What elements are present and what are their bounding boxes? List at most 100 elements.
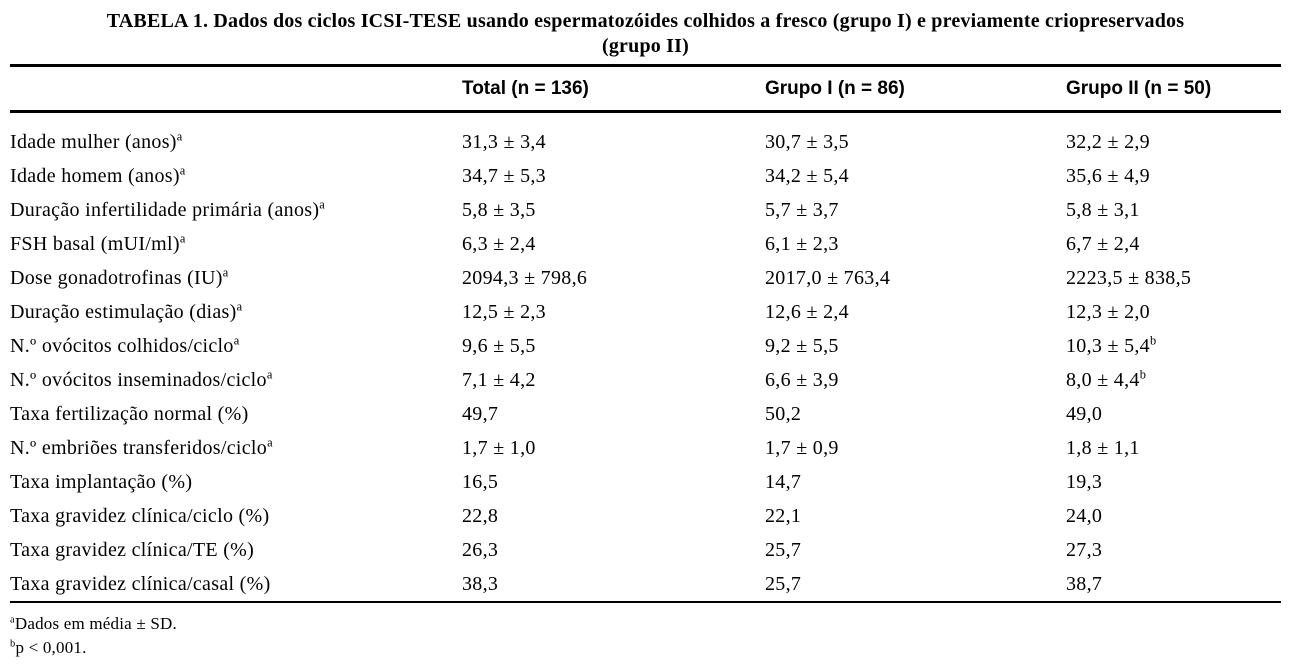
table-row: Idade homem (anos)a 34,7 ± 5,3 34,2 ± 5,4 3… [10, 159, 1281, 193]
footnotes: aDados em média ± SD. bp < 0,001. [10, 612, 1291, 660]
cell-grupo2: 49,0 [1066, 397, 1281, 431]
cell-grupo1: 9,2 ± 5,5 [765, 329, 1066, 363]
cell-grupo2-text: 19,3 [1066, 470, 1103, 493]
row-label: Taxa gravidez clínica/casal (%) [10, 567, 462, 602]
table-row: Taxa gravidez clínica/casal (%) 38,3 25,7 3… [10, 567, 1281, 602]
row-label-text: Idade homem (anos) [10, 164, 180, 187]
cell-grupo1: 34,2 ± 5,4 [765, 159, 1066, 193]
cell-grupo2-text: 32,2 ± 2,9 [1066, 130, 1150, 153]
row-label-text: Idade mulher (anos) [10, 130, 177, 153]
cell-grupo1-text: 6,1 ± 2,3 [765, 232, 839, 255]
cell-grupo1: 14,7 [765, 465, 1066, 499]
title-line-2: (grupo II) [601, 35, 689, 57]
row-label-sup: a [176, 128, 183, 143]
cell-total: 31,3 ± 3,4 [462, 112, 765, 160]
cell-grupo2-sup: b [1149, 332, 1157, 347]
cell-grupo1-text: 5,7 ± 3,7 [765, 198, 839, 221]
cell-grupo1: 6,1 ± 2,3 [765, 227, 1066, 261]
cell-total-text: 7,1 ± 4,2 [462, 368, 536, 391]
header-empty [10, 66, 462, 112]
cell-total-text: 6,3 ± 2,4 [462, 232, 536, 255]
cell-grupo2-text: 27,3 [1066, 538, 1103, 561]
row-label-sup: a [267, 434, 273, 449]
cell-total: 12,5 ± 2,3 [462, 295, 765, 329]
cell-total-text: 38,3 [462, 572, 499, 595]
cell-total: 16,5 [462, 465, 765, 499]
cell-grupo1-text: 50,2 [765, 402, 802, 425]
row-label-text: FSH basal (mUI/ml) [10, 232, 180, 255]
title-line-1: TABELA 1. Dados dos ciclos ICSI-TESE usa… [106, 10, 1185, 32]
table-row: Taxa gravidez clínica/ciclo (%) 22,8 22,1 2… [10, 499, 1281, 533]
row-label: Idade homem (anos)a [10, 159, 462, 193]
cell-grupo2: 12,3 ± 2,0 [1066, 295, 1281, 329]
cell-grupo1: 30,7 ± 3,5 [765, 112, 1066, 160]
cell-grupo1-text: 22,1 [765, 504, 802, 527]
cell-total-text: 34,7 ± 5,3 [462, 164, 546, 187]
cell-total-text: 49,7 [462, 402, 499, 425]
cell-grupo1: 50,2 [765, 397, 1066, 431]
cell-total-text: 16,5 [462, 470, 499, 493]
cell-grupo2-text: 38,7 [1066, 572, 1103, 595]
row-label: Taxa implantação (%) [10, 465, 462, 499]
row-label: Duração infertilidade primária (anos)a [10, 193, 462, 227]
cell-grupo1: 25,7 [765, 533, 1066, 567]
row-label-text: Taxa gravidez clínica/ciclo (%) [10, 504, 270, 527]
cell-total-text: 1,7 ± 1,0 [462, 436, 536, 459]
cell-total: 49,7 [462, 397, 765, 431]
cell-grupo1-text: 2017,0 ± 763,4 [765, 266, 891, 289]
cell-total: 6,3 ± 2,4 [462, 227, 765, 261]
row-label-text: N.º ovócitos inseminados/ciclo [10, 368, 267, 391]
row-label-sup: a [233, 332, 240, 347]
header-row: Total (n = 136) Grupo I (n = 86) Grupo I… [10, 66, 1281, 112]
cell-total: 2094,3 ± 798,6 [462, 261, 765, 295]
cell-grupo1-text: 12,6 ± 2,4 [765, 300, 849, 323]
footnote-b-marker: b [10, 638, 16, 650]
cell-grupo1-text: 25,7 [765, 572, 802, 595]
cell-grupo2-text: 1,8 ± 1,1 [1066, 436, 1140, 459]
footnote-b: bp < 0,001. [10, 636, 1291, 660]
cell-grupo1-text: 1,7 ± 0,9 [765, 436, 839, 459]
cell-total: 1,7 ± 1,0 [462, 431, 765, 465]
table-row: FSH basal (mUI/ml)a 6,3 ± 2,4 6,1 ± 2,3 6,7… [10, 227, 1281, 261]
cell-grupo2: 24,0 [1066, 499, 1281, 533]
row-label-text: Taxa gravidez clínica/casal (%) [10, 572, 271, 595]
cell-grupo1: 1,7 ± 0,9 [765, 431, 1066, 465]
cell-grupo2: 35,6 ± 4,9 [1066, 159, 1281, 193]
cell-total: 22,8 [462, 499, 765, 533]
cell-grupo2: 19,3 [1066, 465, 1281, 499]
cell-total-text: 5,8 ± 3,5 [462, 198, 536, 221]
footnote-a-marker: a [10, 614, 15, 626]
cell-grupo1-text: 30,7 ± 3,5 [765, 130, 849, 153]
cell-grupo1: 6,6 ± 3,9 [765, 363, 1066, 397]
header-total: Total (n = 136) [462, 77, 589, 99]
table-row: Taxa fertilização normal (%) 49,7 50,2 49,0 [10, 397, 1281, 431]
row-label-text: Dose gonadotrofinas (IU) [10, 266, 223, 289]
cell-grupo2-text: 8,0 ± 4,4 [1066, 368, 1140, 391]
cell-grupo2: 10,3 ± 5,4b [1066, 329, 1281, 363]
footnote-b-text: p < 0,001. [15, 638, 87, 657]
table-title: TABELA 1. Dados dos ciclos ICSI-TESE usa… [0, 0, 1291, 59]
row-label: Taxa gravidez clínica/ciclo (%) [10, 499, 462, 533]
cell-grupo2-text: 24,0 [1066, 504, 1103, 527]
cell-grupo2-text: 12,3 ± 2,0 [1066, 300, 1150, 323]
table-row: Idade mulher (anos)a 31,3 ± 3,4 30,7 ± 3,5… [10, 112, 1281, 160]
cell-grupo1: 12,6 ± 2,4 [765, 295, 1066, 329]
cell-grupo2: 2223,5 ± 838,5 [1066, 261, 1281, 295]
cell-total-text: 2094,3 ± 798,6 [462, 266, 588, 289]
row-label: Duração estimulação (dias)a [10, 295, 462, 329]
cell-grupo2: 38,7 [1066, 567, 1281, 602]
row-label-text: Taxa gravidez clínica/TE (%) [10, 538, 255, 561]
cell-grupo1: 22,1 [765, 499, 1066, 533]
cell-grupo2: 32,2 ± 2,9 [1066, 112, 1281, 160]
table-row: Dose gonadotrofinas (IU)a 2094,3 ± 798,6 2… [10, 261, 1281, 295]
cell-total-text: 12,5 ± 2,3 [462, 300, 546, 323]
row-label-text: Duração infertilidade primária (anos) [10, 198, 320, 221]
cell-grupo1: 5,7 ± 3,7 [765, 193, 1066, 227]
cell-total: 38,3 [462, 567, 765, 602]
row-label-text: Taxa implantação (%) [10, 470, 193, 493]
cell-grupo2-text: 5,8 ± 3,1 [1066, 198, 1140, 221]
cell-grupo2-text: 6,7 ± 2,4 [1066, 232, 1140, 255]
table-body: Idade mulher (anos)a 31,3 ± 3,4 30,7 ± 3,5… [10, 112, 1281, 603]
row-label: N.º ovócitos colhidos/cicloa [10, 329, 462, 363]
row-label-text: Taxa fertilização normal (%) [10, 402, 249, 425]
